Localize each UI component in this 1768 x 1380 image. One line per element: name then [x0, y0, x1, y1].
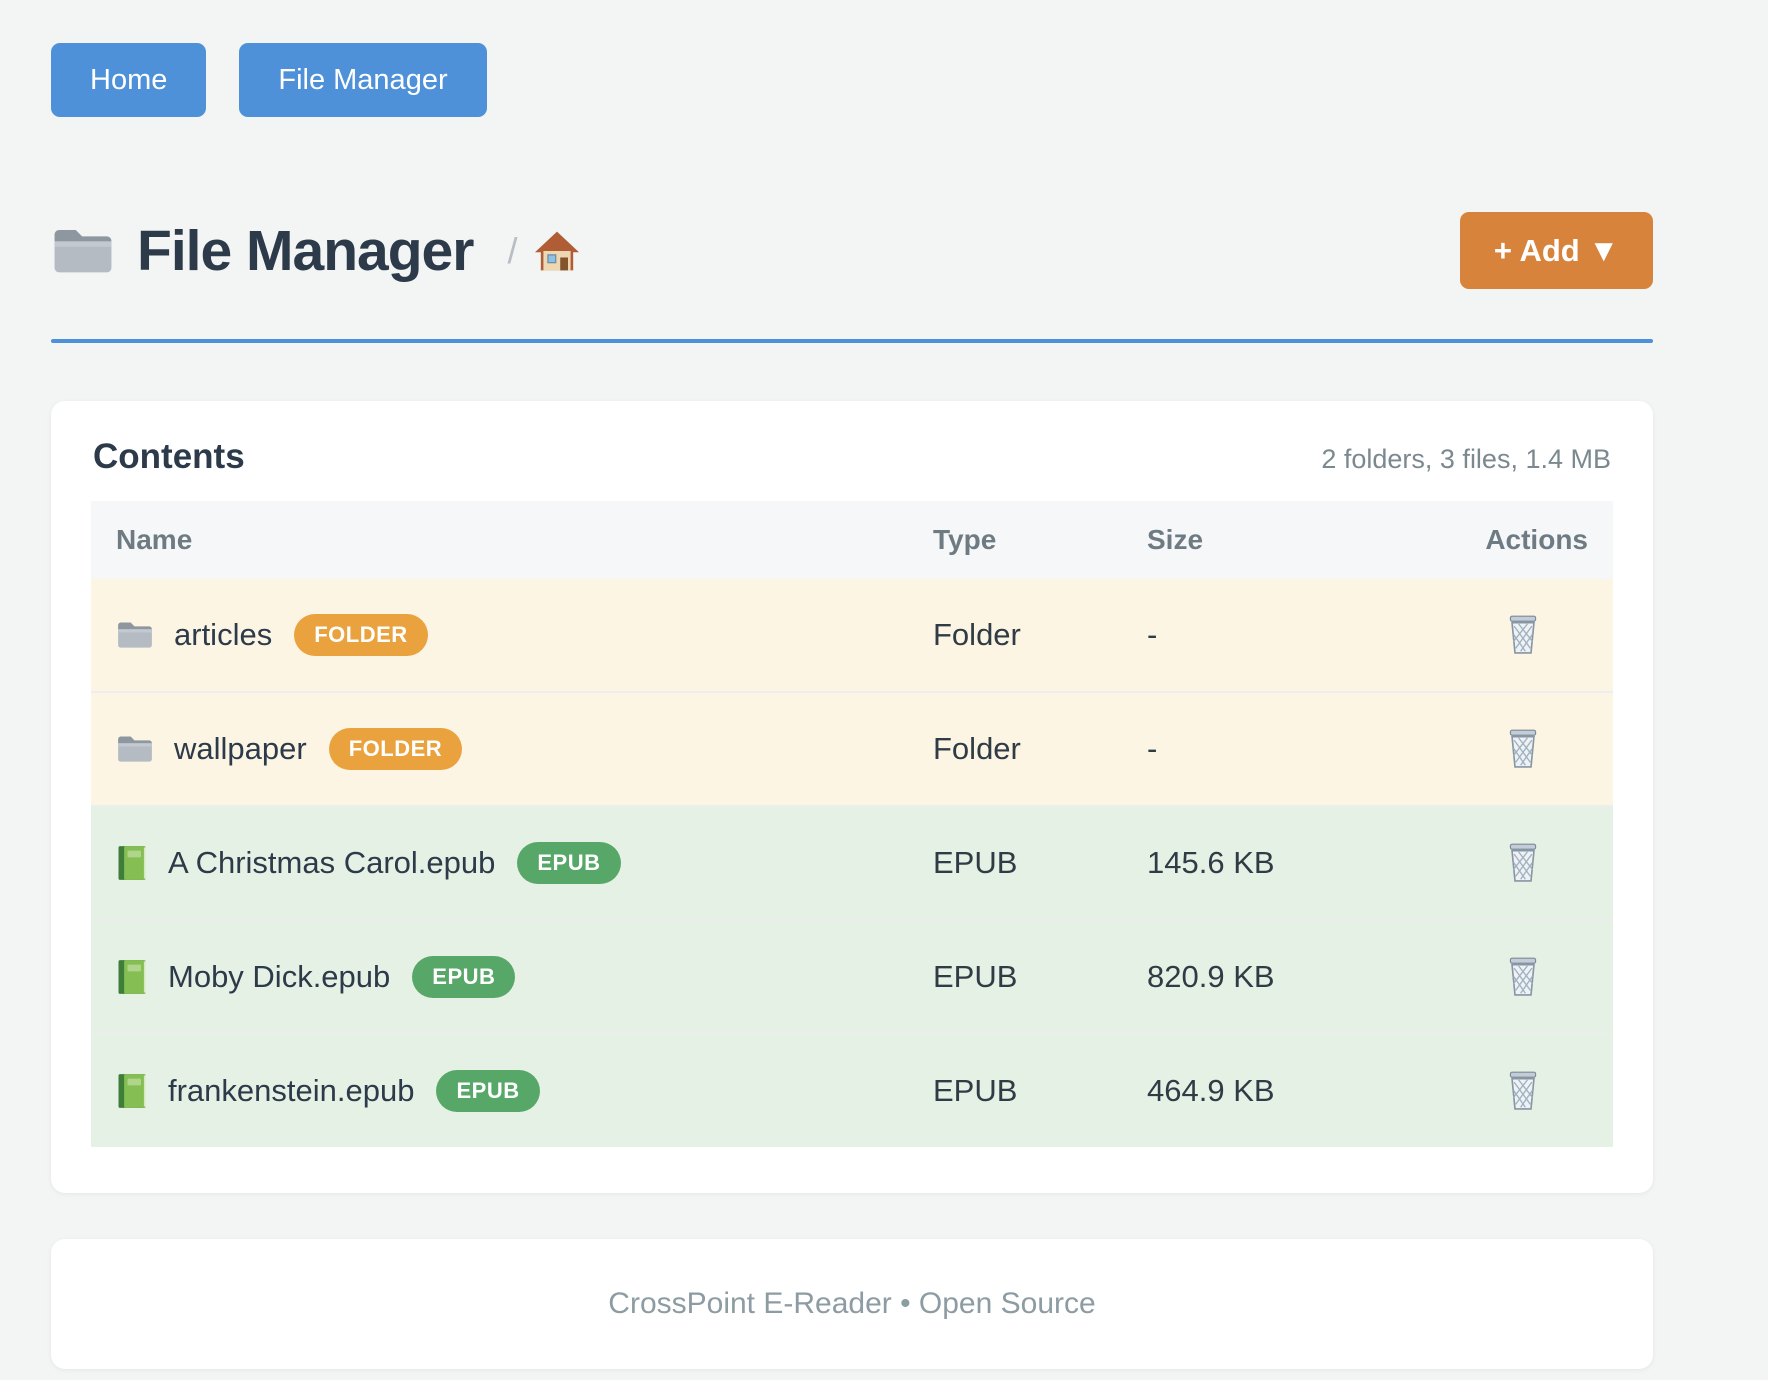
folder-icon [116, 733, 154, 765]
type-cell: EPUB [933, 959, 1018, 994]
actions-cell [1433, 837, 1613, 889]
file-manager-button[interactable]: File Manager [239, 43, 487, 117]
breadcrumb-separator: / [507, 229, 518, 271]
column-header-name: Name [116, 524, 193, 555]
name-cell: A Christmas Carol.epub EPUB [91, 842, 933, 884]
name-cell: articles FOLDER [91, 614, 933, 656]
contents-card: Contents 2 folders, 3 files, 1.4 MB Name… [51, 401, 1653, 1193]
trash-icon[interactable] [1499, 951, 1547, 1003]
trash-icon[interactable] [1499, 837, 1547, 889]
column-header-type: Type [933, 524, 997, 555]
contents-summary: 2 folders, 3 files, 1.4 MB [1321, 444, 1611, 474]
title-row: File Manager / + Add ▼ [51, 212, 1653, 289]
table-row[interactable]: wallpaper FOLDER Folder - [91, 691, 1613, 805]
actions-cell [1433, 951, 1613, 1003]
nav-buttons: Home File Manager [51, 43, 1653, 117]
table-row[interactable]: A Christmas Carol.epub EPUB EPUB 145.6 K… [91, 805, 1613, 919]
page-title: File Manager [137, 218, 474, 283]
trash-icon[interactable] [1499, 609, 1547, 661]
size-cell: 820.9 KB [1147, 959, 1275, 994]
contents-card-header: Contents 2 folders, 3 files, 1.4 MB [91, 431, 1613, 477]
home-button[interactable]: Home [51, 43, 207, 117]
contents-heading: Contents [93, 437, 245, 476]
column-header-size: Size [1147, 524, 1204, 555]
table-row[interactable]: Moby Dick.epub EPUB EPUB 820.9 KB [91, 919, 1613, 1033]
book-icon [116, 845, 148, 881]
file-name[interactable]: frankenstein.epub [168, 1073, 415, 1108]
type-badge: FOLDER [328, 728, 463, 770]
size-cell: 464.9 KB [1147, 1073, 1275, 1108]
actions-cell [1433, 1065, 1613, 1117]
add-button[interactable]: + Add ▼ [1459, 212, 1653, 289]
table-header-row: Name Type Size Actions [91, 501, 1613, 579]
size-cell: - [1147, 617, 1158, 652]
size-cell: 145.6 KB [1147, 845, 1275, 880]
folder-icon [116, 619, 154, 651]
file-table: Name Type Size Actions articles FOLDER F… [91, 501, 1613, 1147]
actions-cell [1433, 609, 1613, 661]
footer-text: CrossPoint E-Reader • Open Source [608, 1287, 1096, 1320]
title-divider [51, 339, 1653, 343]
name-cell: wallpaper FOLDER [91, 728, 933, 770]
home-icon[interactable] [533, 229, 581, 273]
file-name[interactable]: Moby Dick.epub [168, 959, 391, 994]
table-body: articles FOLDER Folder - wallpaper FOLDE… [91, 579, 1613, 1147]
file-name[interactable]: wallpaper [174, 731, 307, 766]
type-cell: Folder [933, 731, 1021, 766]
type-badge: EPUB [436, 1070, 540, 1112]
type-cell: EPUB [933, 1073, 1018, 1108]
trash-icon[interactable] [1499, 1065, 1547, 1117]
type-badge: EPUB [517, 842, 621, 884]
type-badge: EPUB [412, 956, 516, 998]
title-group: File Manager / [51, 218, 581, 284]
type-cell: Folder [933, 617, 1021, 652]
file-name[interactable]: A Christmas Carol.epub [168, 845, 496, 880]
actions-cell [1433, 723, 1613, 775]
page: Home File Manager File Manager / + Add ▼… [51, 0, 1653, 1369]
size-cell: - [1147, 731, 1158, 766]
name-cell: frankenstein.epub EPUB [91, 1070, 933, 1112]
folder-icon [51, 224, 115, 278]
type-cell: EPUB [933, 845, 1018, 880]
table-row[interactable]: articles FOLDER Folder - [91, 579, 1613, 691]
type-badge: FOLDER [294, 614, 428, 656]
footer: CrossPoint E-Reader • Open Source [51, 1239, 1653, 1369]
book-icon [116, 1073, 148, 1109]
name-cell: Moby Dick.epub EPUB [91, 956, 933, 998]
book-icon [116, 959, 148, 995]
trash-icon[interactable] [1499, 723, 1547, 775]
column-header-actions: Actions [1485, 524, 1588, 555]
table-row[interactable]: frankenstein.epub EPUB EPUB 464.9 KB [91, 1033, 1613, 1147]
file-name[interactable]: articles [174, 617, 273, 652]
